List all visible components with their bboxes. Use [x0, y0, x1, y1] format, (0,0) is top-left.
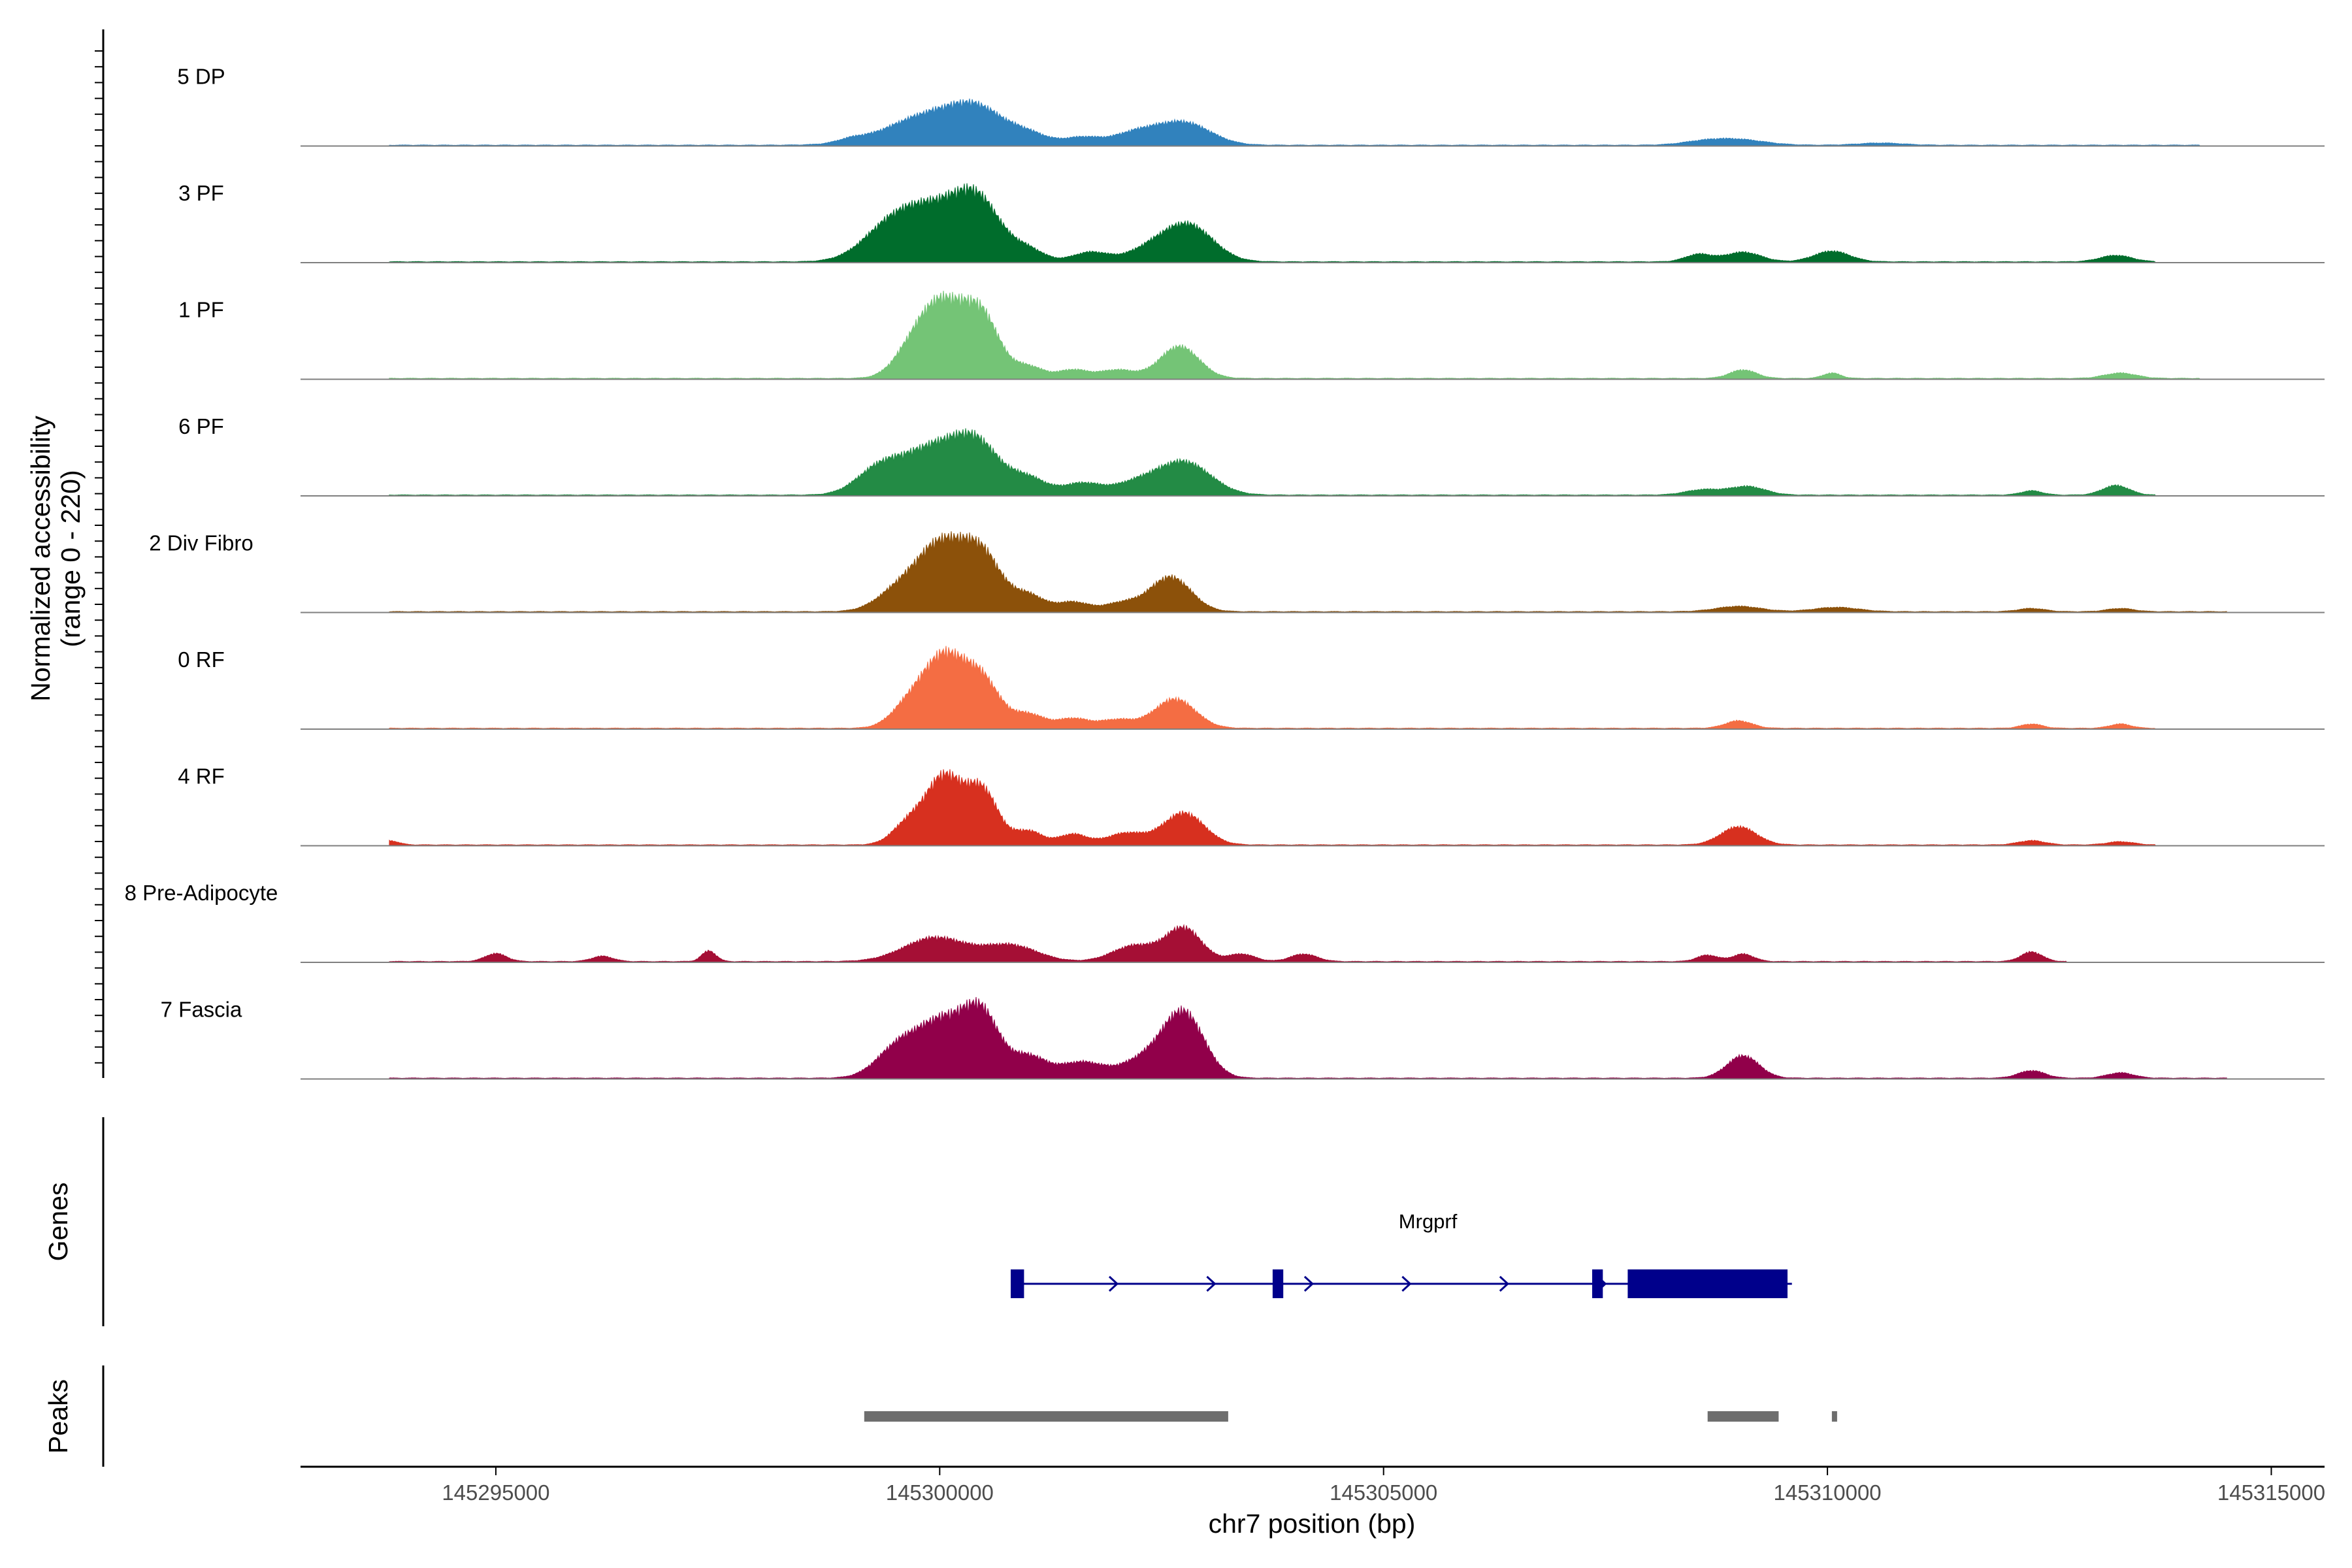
strand-arrow: [1108, 1275, 1119, 1292]
y-axis-title: Normalized accessibility: [25, 416, 56, 702]
x-axis-title: chr7 position (bp): [1209, 1509, 1416, 1539]
track-1: 5 DP: [177, 65, 2325, 147]
track-label: 1 PF: [178, 298, 224, 322]
track-6: 0 RF: [178, 645, 2325, 730]
accessibility-area: [389, 183, 2157, 263]
accessibility-area: [389, 531, 2228, 613]
gene-exon: [1592, 1269, 1603, 1298]
strand-arrow: [1499, 1275, 1510, 1292]
x-tick-label: 145310000: [1773, 1480, 1881, 1505]
x-tick-label: 145295000: [442, 1480, 549, 1505]
track-label: 6 PF: [178, 414, 224, 438]
gene-exon: [1011, 1269, 1024, 1298]
track-label: 5 DP: [177, 65, 225, 89]
gene-name-label: Mrgprf: [1399, 1210, 1458, 1233]
strand-arrow: [1401, 1275, 1412, 1292]
peaks-track-label: Peaks: [43, 1379, 73, 1454]
x-tick-label: 145300000: [886, 1480, 994, 1505]
x-tick-label: 145315000: [2217, 1480, 2325, 1505]
track-9: 7 Fascia: [161, 996, 2325, 1080]
accessibility-area: [389, 923, 2068, 963]
track-label: 8 Pre-Adipocyte: [125, 881, 278, 905]
accessibility-area: [389, 98, 2202, 146]
peak-region: [1707, 1411, 1779, 1422]
peak-region: [1831, 1411, 1837, 1422]
track-label: 4 RF: [178, 764, 225, 789]
strand-arrow: [1206, 1275, 1217, 1292]
track-label: 7 Fascia: [161, 998, 242, 1022]
track-5: 2 Div Fibro: [149, 531, 2325, 613]
track-label: 3 PF: [178, 181, 224, 205]
track-3: 1 PF: [178, 290, 2325, 380]
strand-arrow: [1303, 1275, 1315, 1292]
accessibility-area: [389, 428, 2157, 497]
peak-region: [864, 1411, 1228, 1422]
x-axis-ticks: 145295000 145300000 145305000 145310000 1453…: [442, 1467, 2325, 1505]
accessibility-area: [389, 290, 2202, 380]
track-label: 2 Div Fibro: [149, 531, 253, 555]
accessibility-tracks: 5 DP 3 PF 1 PF 6 PF 2 Div Fibro 0 RF 4 RF 8 Pre…: [125, 65, 2325, 1080]
genes-track-label: Genes: [43, 1183, 73, 1262]
gene-model: [1011, 1269, 1792, 1298]
y-axis-ticks: [95, 50, 103, 1064]
accessibility-area: [389, 769, 2157, 846]
gene-exon: [1272, 1269, 1284, 1298]
track-7: 4 RF: [178, 764, 2325, 847]
accessibility-area: [389, 996, 2228, 1079]
track-2: 3 PF: [178, 181, 2325, 263]
y-axis-range-label: (range 0 - 220): [56, 470, 86, 647]
track-4: 6 PF: [178, 414, 2325, 497]
track-8: 8 Pre-Adipocyte: [125, 881, 2325, 963]
accessibility-area: [389, 645, 2157, 730]
x-tick-label: 145305000: [1330, 1480, 1437, 1505]
track-label: 0 RF: [178, 647, 225, 672]
peak-regions: [864, 1411, 1837, 1422]
gene-exon: [1627, 1269, 1788, 1298]
